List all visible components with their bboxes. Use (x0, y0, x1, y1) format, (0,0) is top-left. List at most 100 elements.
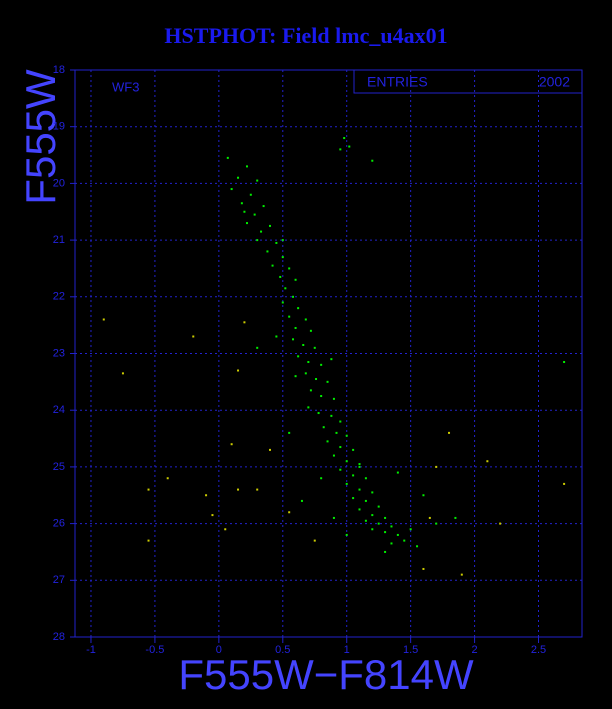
x-axis-label: F555W−F814W (178, 651, 474, 698)
point (288, 511, 291, 514)
x-tick-label: 2 (472, 644, 478, 656)
point (409, 528, 412, 531)
point (309, 329, 312, 332)
x-tick-label: 1.5 (403, 644, 418, 656)
point (230, 188, 233, 191)
point (307, 406, 310, 409)
point (396, 533, 399, 536)
point (275, 335, 278, 338)
point (288, 315, 291, 318)
point (260, 230, 263, 233)
point (309, 389, 312, 392)
point (230, 443, 233, 446)
point (416, 545, 419, 548)
point (307, 361, 310, 364)
point (304, 372, 307, 375)
y-tick-label: 19 (53, 121, 65, 133)
stats-value: 2002 (539, 74, 570, 90)
x-tick-label: 2.5 (531, 644, 546, 656)
point (320, 477, 323, 480)
point (460, 573, 463, 576)
point (345, 460, 348, 463)
point (371, 159, 374, 162)
point (435, 465, 438, 468)
point (326, 440, 329, 443)
point (364, 477, 367, 480)
point (237, 176, 240, 179)
point (330, 358, 333, 361)
y-tick-label: 28 (53, 631, 65, 643)
point (345, 533, 348, 536)
point (266, 250, 269, 253)
point (166, 477, 169, 480)
y-tick-label: 27 (53, 574, 65, 586)
point (279, 275, 282, 278)
point (330, 414, 333, 417)
point (364, 519, 367, 522)
x-tick-label: 0.5 (275, 644, 290, 656)
point (224, 528, 227, 531)
point (288, 431, 291, 434)
point (313, 346, 316, 349)
point (292, 338, 295, 341)
point (269, 448, 271, 451)
point (304, 318, 307, 321)
point (302, 343, 305, 346)
point (339, 420, 342, 423)
point (358, 488, 361, 491)
point (243, 210, 246, 213)
point (288, 267, 291, 270)
point (377, 505, 380, 508)
point (243, 321, 246, 324)
point (281, 239, 284, 242)
point (315, 378, 318, 381)
point (294, 278, 297, 281)
x-tick-label: -1 (86, 644, 96, 656)
point (237, 369, 240, 372)
point (297, 355, 300, 358)
point (345, 482, 348, 485)
stats-label: ENTRIES (367, 74, 428, 90)
point (275, 241, 278, 244)
point (377, 522, 380, 525)
point (422, 567, 425, 570)
point (205, 494, 208, 497)
point (358, 465, 361, 468)
point (448, 431, 451, 434)
annotation: WF3 (112, 79, 139, 94)
point (281, 301, 284, 304)
point (240, 202, 243, 205)
x-tick-label: -0.5 (145, 644, 164, 656)
point (563, 482, 566, 485)
point (256, 239, 259, 242)
point (332, 454, 335, 457)
point (339, 446, 342, 449)
point (281, 256, 284, 259)
point (352, 497, 355, 500)
y-tick-label: 23 (53, 347, 65, 359)
point (390, 542, 393, 545)
y-tick-label: 21 (53, 234, 65, 246)
point (320, 395, 323, 398)
point (332, 397, 335, 400)
point (147, 539, 150, 542)
point (384, 550, 387, 553)
point (292, 295, 295, 298)
point (256, 346, 259, 349)
point (284, 287, 287, 290)
y-tick-label: 26 (53, 518, 65, 530)
point (345, 434, 348, 437)
point (294, 375, 297, 378)
point (313, 539, 316, 542)
point (245, 165, 248, 168)
point (237, 488, 240, 491)
point (253, 213, 256, 216)
y-tick-label: 22 (53, 291, 65, 303)
point (428, 516, 431, 519)
point (256, 488, 259, 491)
point (352, 448, 355, 451)
x-tick-label: 0 (216, 644, 222, 656)
chart-title: HSTPHOT: Field lmc_u4ax01 (164, 23, 447, 48)
point (262, 205, 265, 208)
